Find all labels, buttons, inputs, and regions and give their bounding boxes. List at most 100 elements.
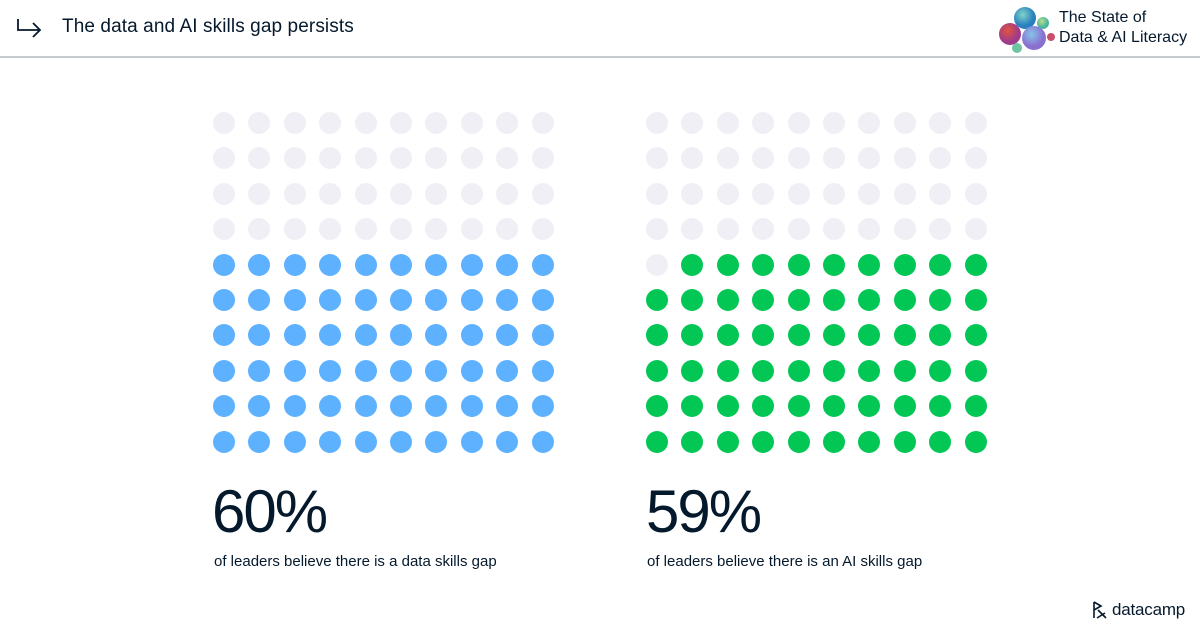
empty-dot	[460, 112, 483, 134]
empty-dot	[858, 218, 881, 241]
filled-dot	[496, 324, 519, 347]
filled-dot	[893, 395, 916, 418]
filled-dot	[929, 430, 952, 453]
empty-dot	[390, 147, 412, 170]
filled-dot	[858, 430, 881, 453]
empty-dot	[248, 112, 271, 134]
filled-dot	[496, 253, 519, 276]
empty-dot	[354, 112, 377, 134]
empty-dot	[319, 147, 342, 170]
filled-dot	[858, 395, 881, 418]
filled-dot	[964, 289, 987, 311]
filled-dot	[390, 395, 412, 418]
filled-dot	[929, 324, 952, 347]
empty-dot	[716, 182, 739, 205]
header-bar: The data and AI skills gap persists The …	[0, 0, 1200, 58]
filled-dot	[929, 395, 952, 418]
empty-dot	[964, 147, 987, 170]
data-skills-caption: of leaders believe there is a data skill…	[214, 553, 497, 570]
filled-dot	[681, 253, 704, 276]
filled-dot	[319, 359, 342, 382]
filled-dot	[646, 289, 668, 311]
empty-dot	[460, 218, 483, 241]
empty-dot	[858, 112, 881, 134]
filled-dot	[531, 324, 554, 347]
empty-dot	[283, 182, 306, 205]
empty-dot	[460, 147, 483, 170]
empty-dot	[496, 147, 519, 170]
empty-dot	[929, 182, 952, 205]
empty-dot	[354, 218, 377, 241]
empty-dot	[248, 147, 271, 170]
filled-dot	[858, 253, 881, 276]
filled-dot	[716, 359, 739, 382]
empty-dot	[248, 182, 271, 205]
filled-dot	[531, 359, 554, 382]
filled-dot	[390, 253, 412, 276]
filled-dot	[460, 289, 483, 311]
empty-dot	[823, 218, 845, 241]
empty-dot	[283, 147, 306, 170]
filled-dot	[646, 324, 668, 347]
filled-dot	[787, 395, 810, 418]
empty-dot	[893, 112, 916, 134]
data-skills-percentage: 60%	[212, 478, 328, 545]
filled-dot	[716, 395, 739, 418]
filled-dot	[929, 253, 952, 276]
empty-dot	[496, 218, 519, 241]
filled-dot	[460, 395, 483, 418]
empty-dot	[213, 112, 235, 134]
filled-dot	[893, 359, 916, 382]
filled-dot	[496, 359, 519, 382]
filled-dot	[496, 430, 519, 453]
filled-dot	[752, 289, 775, 311]
empty-dot	[531, 218, 554, 241]
filled-dot	[390, 359, 412, 382]
filled-dot	[460, 359, 483, 382]
empty-dot	[646, 182, 668, 205]
filled-dot	[681, 324, 704, 347]
empty-dot	[319, 112, 342, 134]
empty-dot	[716, 147, 739, 170]
filled-dot	[354, 359, 377, 382]
empty-dot	[787, 182, 810, 205]
filled-dot	[787, 324, 810, 347]
filled-dot	[787, 289, 810, 311]
empty-dot	[823, 182, 845, 205]
filled-dot	[283, 324, 306, 347]
filled-dot	[752, 324, 775, 347]
filled-dot	[283, 253, 306, 276]
filled-dot	[319, 395, 342, 418]
empty-dot	[893, 218, 916, 241]
filled-dot	[390, 324, 412, 347]
filled-dot	[681, 395, 704, 418]
filled-dot	[964, 430, 987, 453]
filled-dot	[964, 359, 987, 382]
filled-dot	[964, 253, 987, 276]
empty-dot	[752, 112, 775, 134]
empty-dot	[752, 218, 775, 241]
filled-dot	[929, 359, 952, 382]
empty-dot	[858, 182, 881, 205]
page-title: The data and AI skills gap persists	[62, 16, 354, 37]
empty-dot	[531, 147, 554, 170]
empty-dot	[460, 182, 483, 205]
filled-dot	[248, 430, 271, 453]
empty-dot	[787, 218, 810, 241]
empty-dot	[213, 218, 235, 241]
filled-dot	[752, 253, 775, 276]
filled-dot	[716, 324, 739, 347]
empty-dot	[425, 182, 448, 205]
filled-dot	[893, 289, 916, 311]
filled-dot	[319, 324, 342, 347]
empty-dot	[390, 182, 412, 205]
filled-dot	[823, 289, 845, 311]
filled-dot	[531, 253, 554, 276]
empty-dot	[425, 218, 448, 241]
filled-dot	[390, 289, 412, 311]
empty-dot	[390, 112, 412, 134]
datacamp-brand: datacamp	[1092, 598, 1185, 622]
empty-dot	[646, 112, 668, 134]
filled-dot	[823, 395, 845, 418]
empty-dot	[823, 112, 845, 134]
